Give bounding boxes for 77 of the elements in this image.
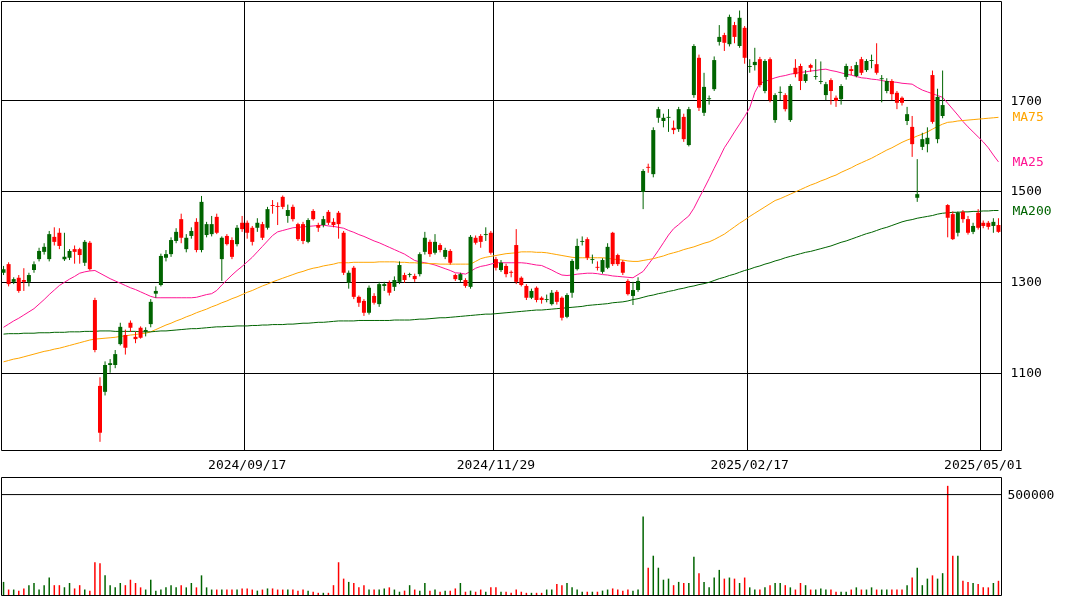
y-tick-label: 1700: [1010, 92, 1042, 108]
candlestick: [422, 231, 427, 256]
candlestick: [270, 199, 275, 215]
candlestick: [219, 235, 224, 282]
y-tick-label: 1100: [1010, 365, 1042, 381]
candlestick: [971, 222, 976, 235]
candlestick: [915, 158, 920, 203]
candlestick: [372, 292, 377, 306]
candlestick: [240, 215, 245, 233]
candlestick: [108, 358, 113, 374]
candlestick: [184, 233, 189, 253]
candlestick: [6, 261, 11, 287]
candlestick: [585, 236, 590, 261]
candlestick: [169, 236, 174, 258]
candlestick: [82, 239, 87, 267]
candlestick: [752, 47, 757, 72]
candlestick: [377, 281, 382, 308]
candlestick: [681, 113, 686, 143]
x-tick-label: 2024/09/17: [208, 456, 287, 472]
candlestick: [336, 210, 341, 240]
x-tick-label: 2024/11/29: [456, 456, 536, 472]
candlestick: [433, 233, 438, 256]
y-tick-label: 1500: [1010, 183, 1042, 199]
candlestick: [859, 56, 864, 76]
candlestick: [605, 242, 610, 270]
candlestick: [976, 208, 981, 231]
candlestick: [960, 209, 965, 224]
candlestick: [488, 230, 493, 256]
x-tick-label: 2025/02/17: [710, 456, 789, 472]
candlestick: [148, 298, 153, 328]
candlestick: [235, 224, 240, 247]
series-label: MA200: [1012, 202, 1052, 218]
candlestick: [630, 281, 635, 306]
candlestick: [209, 215, 214, 237]
candlestick: [783, 92, 788, 112]
candlestick: [483, 226, 488, 242]
candlestick: [676, 106, 681, 133]
candlestick: [417, 251, 422, 277]
x-tick-label: 2025/05/01: [944, 456, 1023, 472]
candlestick: [966, 215, 971, 236]
candlestick: [564, 292, 569, 319]
candlestick: [52, 226, 57, 246]
candlestick: [346, 269, 351, 290]
candlestick: [818, 60, 823, 85]
line-series: [3, 116, 999, 363]
candlestick: [834, 95, 839, 108]
candlestick: [214, 213, 219, 235]
y-tick-label: 1300: [1010, 274, 1042, 290]
candlestick: [285, 204, 290, 224]
candlestick: [559, 295, 564, 321]
candlestick: [813, 58, 818, 81]
candlestick: [260, 221, 265, 241]
candlestick: [910, 115, 915, 158]
candlestick: [722, 32, 727, 52]
candlestick: [732, 21, 737, 44]
candlestick: [641, 168, 646, 210]
candlestick: [179, 213, 184, 244]
candlestick: [839, 83, 844, 106]
candlestick: [31, 260, 36, 274]
candlestick: [21, 267, 26, 292]
candlestick: [747, 58, 752, 74]
candlestick: [823, 81, 828, 101]
candlestick: [123, 329, 128, 356]
candlestick: [874, 42, 879, 76]
candlestick: [793, 58, 798, 78]
series-label: MA25: [1012, 153, 1044, 169]
text: 500000: [1007, 486, 1055, 502]
candlestick: [229, 236, 234, 260]
candlestick: [828, 77, 833, 106]
candlestick: [717, 24, 722, 47]
candlestick: [879, 74, 884, 103]
candlestick: [265, 206, 270, 231]
candlestick: [905, 106, 910, 126]
candlestick: [306, 217, 311, 244]
candlestick: [666, 108, 671, 133]
candlestick: [778, 85, 783, 101]
series-label: MA75: [1012, 109, 1044, 125]
